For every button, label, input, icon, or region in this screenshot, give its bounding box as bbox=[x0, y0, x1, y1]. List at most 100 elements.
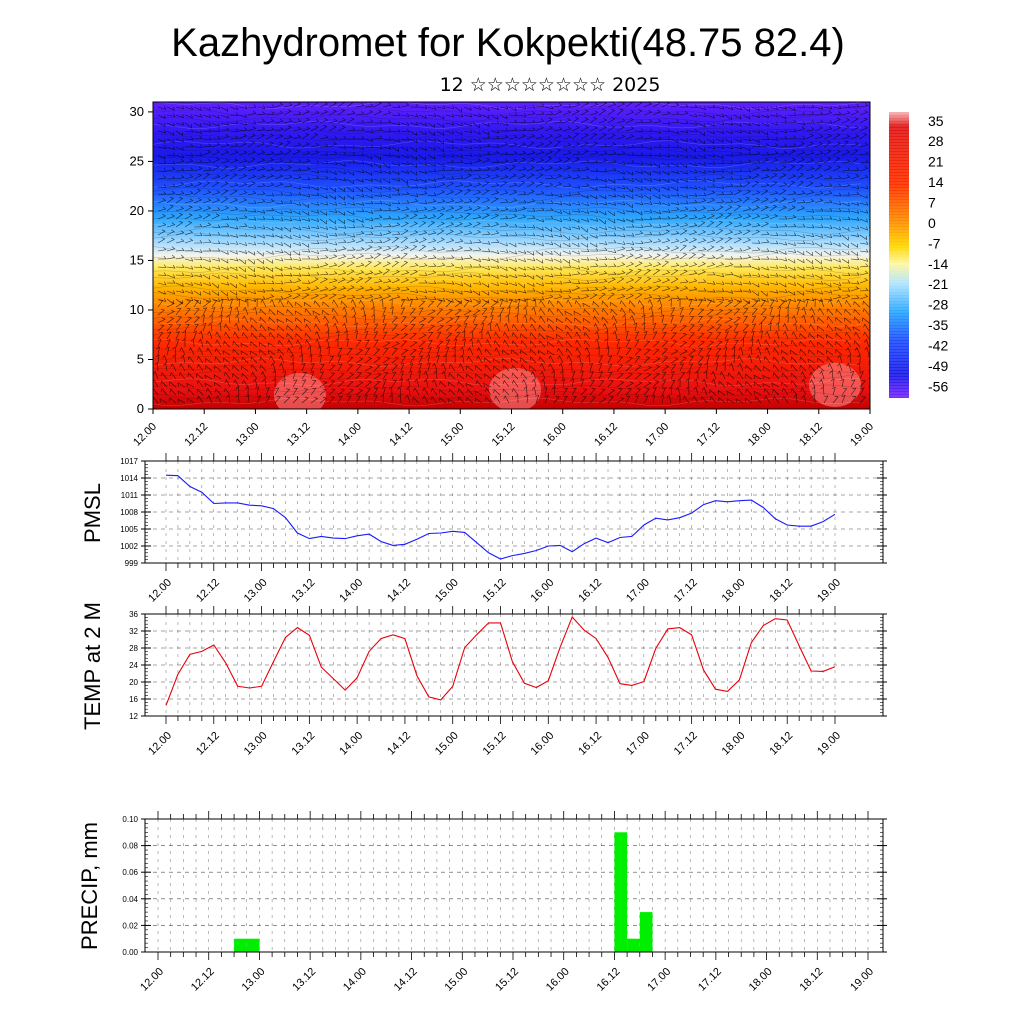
wind-barb bbox=[355, 388, 364, 396]
wind-barb bbox=[607, 109, 616, 116]
wind-barb bbox=[427, 122, 436, 128]
wind-barb bbox=[430, 387, 438, 396]
wind-barb bbox=[319, 186, 328, 191]
wind-barb bbox=[592, 307, 600, 316]
wind-barb bbox=[193, 152, 203, 156]
wind-barb bbox=[364, 109, 374, 116]
wind-barb bbox=[418, 295, 428, 300]
heatmap-isoline bbox=[153, 338, 862, 347]
wind-barb bbox=[283, 250, 291, 257]
wind-barb bbox=[859, 380, 866, 388]
wind-barb bbox=[787, 242, 796, 247]
wind-barb bbox=[355, 230, 365, 236]
wind-barb bbox=[805, 273, 815, 278]
wind-barb bbox=[481, 143, 491, 148]
wind-barb bbox=[445, 105, 455, 109]
wind-barb bbox=[373, 387, 379, 396]
wind-barb bbox=[265, 166, 275, 172]
wind-barb bbox=[769, 298, 779, 302]
wind-barb bbox=[661, 170, 670, 176]
wind-barb bbox=[274, 174, 284, 180]
wind-barb bbox=[773, 347, 780, 356]
wind-barb bbox=[373, 348, 381, 356]
wind-barb bbox=[670, 178, 679, 184]
wind-barb bbox=[427, 130, 436, 136]
wind-barb bbox=[217, 322, 222, 332]
wind-barb bbox=[157, 184, 167, 188]
wind-barb bbox=[475, 373, 483, 380]
wind-barb bbox=[310, 250, 320, 255]
wind-barb bbox=[583, 308, 591, 316]
wind-barb bbox=[400, 340, 408, 348]
wind-barb bbox=[531, 386, 537, 396]
wind-barb bbox=[835, 317, 843, 324]
wind-barb bbox=[706, 221, 715, 228]
wind-barb bbox=[562, 217, 572, 221]
wind-barb bbox=[759, 330, 764, 340]
wind-barb bbox=[715, 332, 722, 340]
wind-barb bbox=[679, 213, 689, 220]
wind-barb bbox=[504, 322, 510, 332]
wind-barb bbox=[166, 146, 176, 150]
wind-barb bbox=[166, 309, 175, 316]
wind-barb bbox=[523, 386, 528, 396]
wind-barb bbox=[535, 226, 544, 231]
wind-barb bbox=[612, 322, 618, 332]
wind-barb bbox=[826, 349, 834, 356]
wind-barb bbox=[229, 158, 239, 164]
wind-barb bbox=[475, 380, 483, 388]
wind-barb bbox=[481, 151, 491, 156]
wind-barb bbox=[418, 355, 424, 364]
wind-barb bbox=[481, 167, 491, 172]
x-tick-label: 14.00 bbox=[337, 730, 365, 758]
wind-barb bbox=[490, 300, 499, 308]
wind-barb bbox=[714, 362, 719, 372]
wind-barb bbox=[220, 158, 230, 164]
wind-barb bbox=[733, 205, 742, 212]
wind-barb bbox=[247, 258, 255, 265]
wind-barb bbox=[364, 323, 369, 332]
wind-barb bbox=[175, 158, 185, 164]
wind-barb bbox=[571, 234, 580, 240]
wind-barb bbox=[643, 373, 652, 380]
wind-barb bbox=[724, 106, 734, 111]
wind-barb bbox=[481, 106, 490, 112]
heatmap-isoline bbox=[153, 351, 862, 360]
wind-barb bbox=[220, 181, 229, 188]
wind-barb bbox=[715, 348, 722, 356]
wind-barb bbox=[764, 339, 771, 348]
wind-barb bbox=[745, 388, 753, 396]
wind-barb bbox=[304, 308, 312, 316]
wind-barb bbox=[454, 230, 464, 236]
wind-barb bbox=[607, 380, 614, 388]
wind-barb bbox=[463, 145, 473, 150]
wind-barb bbox=[418, 307, 424, 316]
wind-barb bbox=[337, 145, 347, 149]
wind-barb bbox=[157, 213, 167, 220]
wind-barb bbox=[634, 194, 644, 198]
wind-barb bbox=[826, 356, 834, 364]
wind-barb bbox=[658, 306, 663, 316]
wind-barb bbox=[583, 317, 591, 324]
wind-barb bbox=[544, 192, 554, 197]
wind-barb bbox=[551, 386, 556, 396]
wind-barb bbox=[781, 372, 789, 380]
wind-barb bbox=[535, 111, 545, 116]
wind-barb bbox=[584, 346, 591, 356]
wind-barb bbox=[436, 324, 444, 332]
wind-barb bbox=[745, 364, 753, 372]
wind-barb bbox=[562, 288, 572, 293]
wind-barb bbox=[454, 137, 464, 141]
x-tick-label: 15.12 bbox=[481, 577, 509, 605]
wind-barb bbox=[769, 143, 779, 148]
wind-barb bbox=[562, 258, 571, 264]
wind-barb bbox=[307, 346, 312, 356]
wind-barb bbox=[805, 282, 814, 287]
wind-barb bbox=[535, 290, 544, 295]
wind-barb bbox=[433, 370, 438, 380]
wind-barb bbox=[859, 117, 868, 124]
wind-barb bbox=[670, 262, 680, 268]
wind-barb bbox=[319, 143, 329, 148]
wind-barb bbox=[579, 370, 584, 380]
wind-barb bbox=[157, 114, 166, 119]
